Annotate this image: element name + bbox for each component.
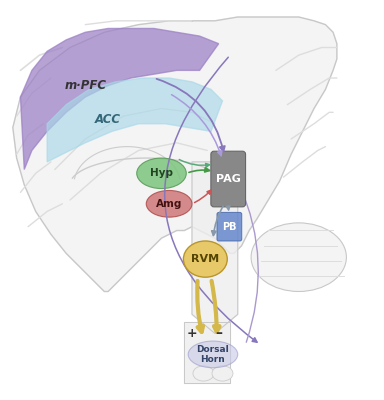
Ellipse shape (184, 241, 227, 277)
FancyArrowPatch shape (239, 185, 258, 342)
Ellipse shape (251, 223, 346, 292)
FancyBboxPatch shape (211, 151, 245, 207)
FancyArrowPatch shape (212, 281, 220, 332)
Text: PAG: PAG (216, 174, 241, 184)
FancyBboxPatch shape (217, 212, 242, 241)
Ellipse shape (146, 190, 192, 217)
Text: +: + (187, 327, 197, 340)
Text: –: – (215, 326, 222, 340)
FancyArrowPatch shape (197, 281, 203, 332)
Ellipse shape (212, 366, 233, 381)
Text: Amg: Amg (156, 199, 182, 209)
Text: Dorsal
Horn: Dorsal Horn (197, 345, 229, 364)
Text: PB: PB (222, 222, 237, 232)
Text: Hyp: Hyp (150, 168, 173, 178)
FancyArrowPatch shape (179, 160, 210, 167)
Text: RVM: RVM (191, 254, 219, 264)
Polygon shape (13, 17, 337, 292)
Ellipse shape (193, 366, 214, 381)
FancyArrowPatch shape (226, 206, 230, 210)
FancyArrowPatch shape (172, 95, 222, 156)
Text: m·PFC: m·PFC (64, 79, 106, 92)
FancyArrowPatch shape (157, 79, 225, 152)
Ellipse shape (188, 341, 238, 368)
Polygon shape (47, 78, 222, 162)
FancyArrowPatch shape (165, 57, 257, 342)
Polygon shape (192, 162, 238, 334)
Text: ACC: ACC (95, 114, 121, 126)
Polygon shape (184, 322, 230, 383)
FancyArrowPatch shape (189, 168, 209, 172)
FancyArrowPatch shape (195, 190, 211, 203)
FancyArrowPatch shape (212, 206, 223, 236)
Polygon shape (20, 28, 218, 170)
Ellipse shape (137, 158, 186, 188)
